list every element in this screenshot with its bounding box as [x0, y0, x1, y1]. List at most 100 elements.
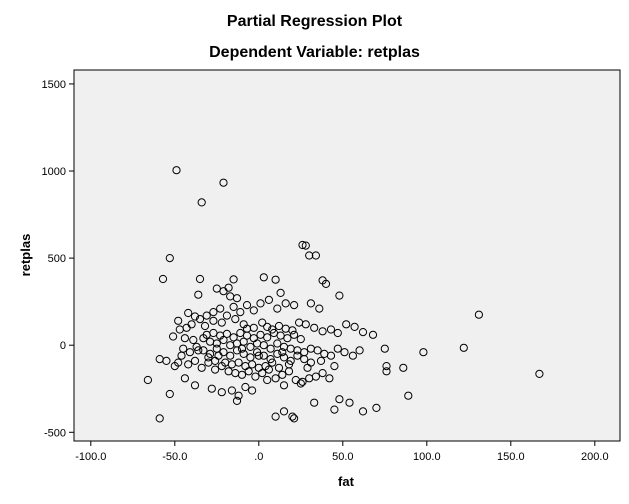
- data-point: [301, 241, 310, 250]
- data-point: [318, 327, 327, 336]
- data-point: [239, 349, 248, 358]
- data-point: [172, 166, 181, 175]
- data-point: [296, 379, 305, 388]
- data-point: [298, 240, 307, 250]
- data-point: [315, 304, 324, 313]
- data-point: [174, 316, 183, 325]
- data-point: [246, 342, 255, 351]
- data-point: [404, 391, 413, 400]
- data-point: [209, 308, 218, 317]
- data-point: [358, 407, 368, 416]
- data-point: [310, 398, 319, 407]
- data-point: [232, 396, 242, 405]
- data-point: [278, 348, 287, 357]
- data-point: [195, 274, 205, 284]
- data-point: [237, 344, 247, 353]
- data-point: [288, 412, 297, 421]
- data-point: [234, 391, 243, 400]
- data-point: [207, 384, 216, 393]
- data-point: [216, 304, 225, 313]
- chart-subtitle: Dependent Variable: retplas: [209, 44, 420, 61]
- y-tick-label: -500: [44, 427, 66, 439]
- data-point: [368, 330, 378, 339]
- data-point: [271, 412, 280, 421]
- data-point: [306, 299, 315, 308]
- x-tick-label: 200.0: [581, 451, 609, 463]
- data-point: [335, 395, 344, 404]
- data-point: [229, 275, 238, 284]
- x-tick-label: -100.0: [75, 451, 106, 463]
- data-point: [256, 299, 265, 308]
- data-point: [155, 414, 164, 423]
- data-point: [212, 339, 221, 348]
- data-point: [279, 407, 289, 416]
- data-point: [261, 362, 270, 371]
- data-point: [326, 325, 336, 334]
- data-point: [254, 351, 263, 360]
- x-axis-label: fat: [338, 474, 355, 489]
- data-point: [229, 302, 238, 311]
- data-point: [258, 318, 267, 327]
- data-point: [209, 316, 218, 325]
- data-point: [301, 320, 310, 329]
- data-point: [345, 398, 354, 407]
- data-point: [264, 295, 273, 304]
- data-point: [217, 318, 226, 327]
- data-point: [204, 353, 213, 362]
- data-point: [273, 349, 282, 358]
- data-point: [229, 333, 238, 342]
- data-point: [333, 344, 342, 353]
- data-point: [219, 287, 228, 296]
- data-point: [197, 363, 206, 372]
- data-point: [300, 355, 309, 364]
- data-point: [190, 381, 200, 390]
- data-point: [268, 358, 277, 367]
- data-point: [271, 374, 280, 383]
- data-point: [227, 386, 236, 395]
- x-tick-label: 150.0: [497, 451, 525, 463]
- data-point: [222, 329, 231, 338]
- data-point: [303, 363, 312, 372]
- data-point: [284, 360, 294, 369]
- data-point: [419, 348, 428, 357]
- data-point: [290, 301, 299, 310]
- data-point: [335, 291, 344, 300]
- data-point: [281, 299, 290, 308]
- data-point: [290, 414, 299, 423]
- data-point: [273, 304, 282, 313]
- data-point: [197, 198, 206, 207]
- data-point: [165, 254, 174, 263]
- data-point: [330, 362, 339, 371]
- data-point: [399, 363, 408, 372]
- data-point: [231, 315, 240, 324]
- data-point: [263, 322, 272, 331]
- data-point: [209, 328, 218, 338]
- data-point: [232, 346, 242, 355]
- data-point: [263, 333, 272, 342]
- data-point: [232, 294, 242, 303]
- data-point: [290, 330, 299, 339]
- data-point: [217, 388, 226, 397]
- data-point: [242, 301, 252, 310]
- data-point: [311, 372, 320, 381]
- axis-ticks: -100.0 -50.0 .0 50.0 100.0 150.0 200.0 -500 0 500…: [42, 79, 609, 463]
- data-point: [382, 362, 391, 371]
- data-point: [179, 344, 188, 353]
- data-point: [326, 351, 336, 360]
- data-point: [355, 346, 364, 355]
- data-point: [276, 288, 285, 297]
- data-point: [242, 331, 252, 340]
- data-point: [180, 374, 189, 383]
- data-point: [182, 323, 191, 332]
- data-point: [276, 331, 285, 340]
- x-tick-label: 50.0: [332, 451, 353, 463]
- data-point: [199, 346, 208, 355]
- data-point: [263, 375, 272, 385]
- data-point: [382, 367, 391, 376]
- data-point: [535, 369, 544, 378]
- data-point: [283, 334, 292, 343]
- data-point: [372, 403, 381, 412]
- data-point: [318, 369, 327, 378]
- data-point: [248, 360, 257, 369]
